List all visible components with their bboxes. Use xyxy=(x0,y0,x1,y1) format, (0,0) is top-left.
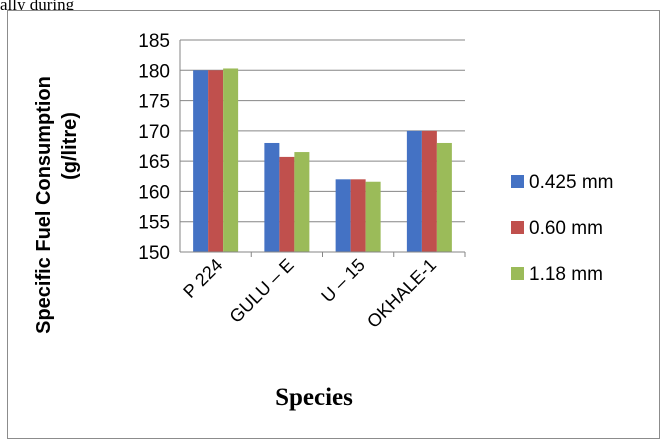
bar xyxy=(421,130,437,252)
bar xyxy=(350,179,366,252)
y-tick-label: 175 xyxy=(138,92,170,113)
x-category-label: OKHALE-1 xyxy=(363,255,440,332)
bar xyxy=(365,181,381,252)
bar xyxy=(436,142,452,252)
bar xyxy=(406,130,422,252)
y-axis-label-line1: Specific Fuel Consumption xyxy=(33,76,55,334)
bar xyxy=(279,156,295,252)
legend-swatch xyxy=(511,221,524,234)
bars xyxy=(193,68,466,257)
legend-swatch xyxy=(511,267,524,280)
legend-label: 0.60 mm xyxy=(529,218,603,239)
x-axis-label: Species xyxy=(275,384,353,411)
legend-label: 0.425 mm xyxy=(529,172,613,193)
bar xyxy=(208,70,224,253)
chart-frame xyxy=(7,10,660,439)
y-tick-label: 160 xyxy=(138,182,170,203)
legend-label: 1.18 mm xyxy=(529,264,603,285)
y-tick-label: 165 xyxy=(138,152,170,173)
bar xyxy=(193,70,209,253)
y-tick-label: 150 xyxy=(138,243,170,264)
y-tick-labels: 150 155 160 165 170 175 180 185 xyxy=(138,31,170,264)
y-tick-label: 185 xyxy=(138,31,170,52)
y-tick-label: 180 xyxy=(138,61,170,82)
legend: 0.425 mm 0.60 mm 1.18 mm xyxy=(511,172,613,285)
bar xyxy=(264,142,280,252)
bar xyxy=(223,68,239,253)
y-axis-label-line2: (g/litre) xyxy=(59,112,81,180)
x-category-label: U – 15 xyxy=(317,255,369,307)
y-tick-label: 170 xyxy=(138,122,170,143)
y-tick-label: 155 xyxy=(138,213,170,234)
bar xyxy=(294,152,310,252)
legend-swatch xyxy=(511,175,524,188)
bar xyxy=(335,179,351,252)
x-category-label: GULU – E xyxy=(226,255,298,327)
x-category-label: P 224 xyxy=(179,255,226,302)
